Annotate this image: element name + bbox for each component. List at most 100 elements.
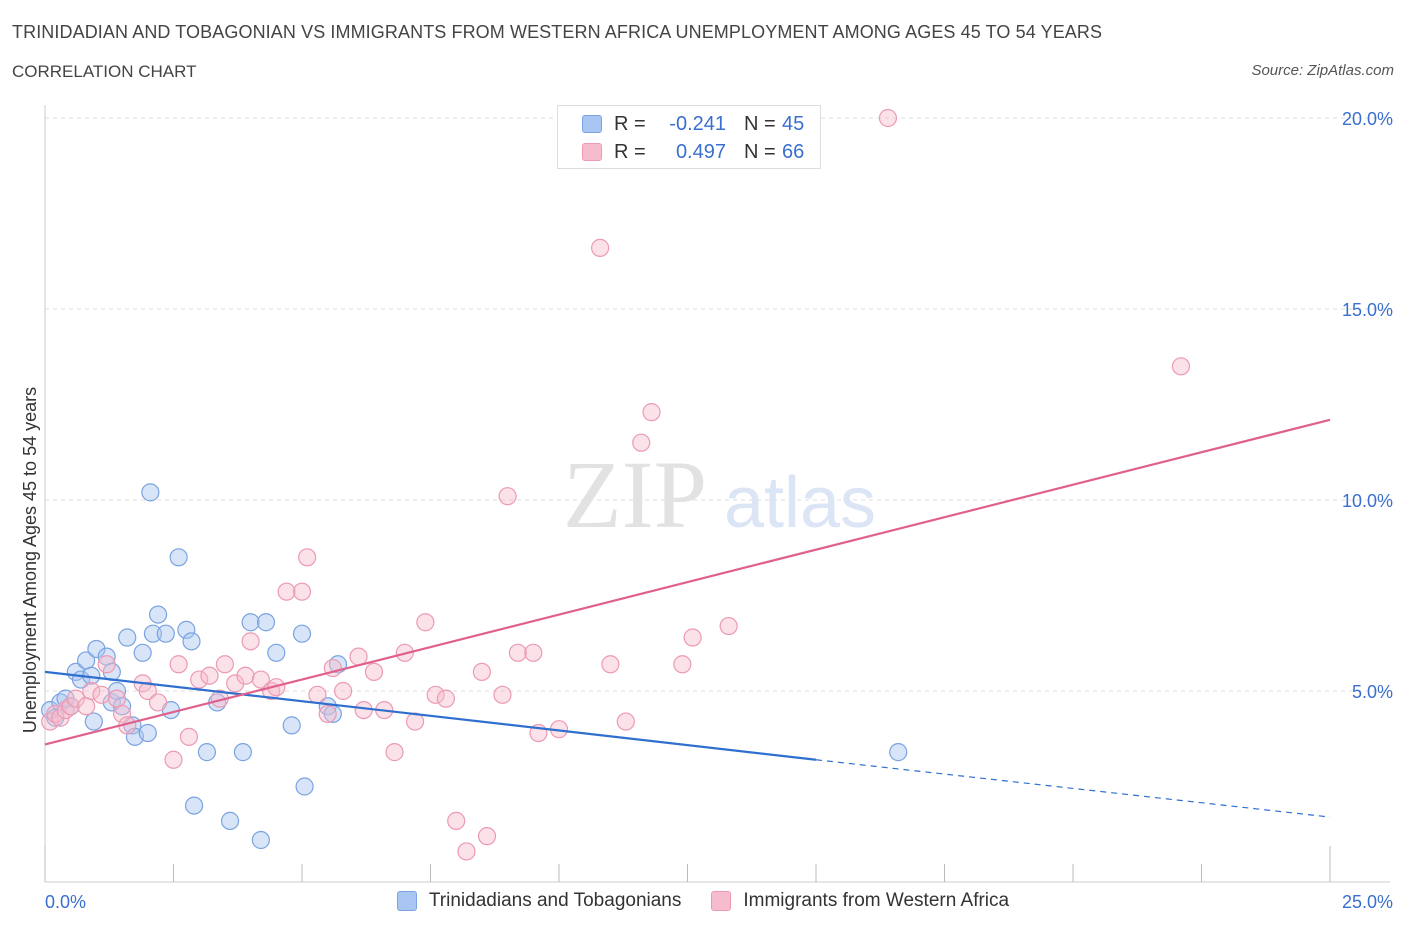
data-point-western-africa <box>601 655 620 674</box>
y-axis-title: Unemployment Among Ages 45 to 54 years <box>20 387 40 733</box>
data-point-trinidadian <box>889 743 908 762</box>
data-point-western-africa <box>524 643 543 662</box>
data-point-western-africa <box>472 662 491 682</box>
x-tick-label: 0.0% <box>45 892 86 912</box>
data-point-trinidadian <box>241 613 260 632</box>
y-tick-label: 15.0% <box>1342 300 1393 320</box>
x-tick-label: 25.0% <box>1342 892 1393 912</box>
data-point-western-africa <box>318 704 337 724</box>
data-point-trinidadian <box>148 605 168 624</box>
data-point-trinidadian <box>295 777 314 796</box>
data-point-western-africa <box>632 433 651 452</box>
data-point-trinidadian <box>169 548 188 567</box>
data-point-trinidadian <box>233 743 252 762</box>
data-point-trinidadian <box>138 723 157 743</box>
data-point-western-africa <box>349 647 368 666</box>
data-point-western-africa <box>508 643 527 662</box>
data-point-trinidadian <box>84 712 103 731</box>
trendline-trinidadian-projection <box>815 759 1331 818</box>
data-point-western-africa <box>148 693 168 712</box>
data-point-western-africa <box>298 548 317 567</box>
data-point-western-africa <box>719 616 738 636</box>
data-point-trinidadian <box>141 483 160 502</box>
legend-n-value: 45 <box>782 112 805 135</box>
data-point-trinidadian <box>292 624 312 643</box>
trendlines <box>44 418 1331 818</box>
data-point-western-africa <box>498 487 517 506</box>
legend-n-label: N = <box>744 140 776 163</box>
data-point-western-africa <box>364 662 384 682</box>
data-point-trinidadian <box>220 811 240 830</box>
legend-r-value: -0.241 <box>669 112 726 135</box>
legend-row-series1: R = -0.241 N = 45 <box>582 112 804 136</box>
data-point-trinidadian <box>267 643 286 662</box>
data-point-western-africa <box>493 685 512 704</box>
data-point-western-africa <box>200 666 219 685</box>
data-point-trinidadian <box>156 624 175 643</box>
legend-row-series2: R = 0.497 N = 66 <box>582 140 804 164</box>
axes <box>44 105 1390 883</box>
legend-r-label: R = <box>614 112 646 135</box>
data-point-western-africa <box>241 632 260 651</box>
data-point-western-africa <box>277 582 296 601</box>
data-point-western-africa <box>226 674 245 693</box>
legend-item-trinidadians[interactable]: Trinidadians and Tobagonians <box>396 890 681 912</box>
data-point-trinidadian <box>87 639 106 659</box>
data-point-western-africa <box>616 712 635 731</box>
stats-legend: R = -0.241 N = 45 R = 0.497 N = 66 <box>557 105 821 169</box>
data-point-western-africa <box>591 238 610 257</box>
data-point-trinidadian <box>184 796 204 815</box>
data-point-trinidadian <box>256 613 276 632</box>
data-point-western-africa <box>112 704 132 724</box>
data-point-western-africa <box>107 689 127 708</box>
data-point-trinidadian <box>133 643 152 662</box>
data-point-trinidadian <box>143 624 163 643</box>
data-point-trinidadian <box>197 743 217 762</box>
data-point-western-africa <box>673 655 692 674</box>
data-point-western-africa <box>97 655 116 674</box>
data-point-western-africa <box>292 582 312 601</box>
data-point-western-africa <box>215 655 234 674</box>
data-point-western-africa <box>447 811 466 830</box>
watermark-zip: ZIP <box>563 441 707 548</box>
data-point-western-africa <box>683 628 702 647</box>
watermark-atlas: atlas <box>724 463 876 543</box>
data-point-trinidadian <box>177 620 196 639</box>
data-point-western-africa <box>642 403 661 422</box>
data-point-western-africa <box>77 697 96 716</box>
chart-title: TRINIDADIAN AND TOBAGONIAN VS IMMIGRANTS… <box>12 22 1103 42</box>
trendline-western-africa <box>44 418 1331 746</box>
source-label: Source: ZipAtlas.com <box>1251 62 1394 79</box>
axis-labels: 5.0% 10.0% 15.0% 20.0% 0.0% 25.0% Unemployment… <box>20 109 1393 912</box>
data-point-western-africa <box>92 685 111 704</box>
data-point-western-africa <box>190 670 209 689</box>
y-tick-label: 5.0% <box>1352 682 1393 702</box>
legend-r-label: R = <box>614 140 646 163</box>
legend-swatch-pink <box>582 143 602 161</box>
legend-item-western-africa[interactable]: Immigrants from Western Africa <box>711 890 1009 912</box>
data-point-western-africa <box>385 743 404 762</box>
points-layer <box>41 108 1191 861</box>
data-point-western-africa <box>164 750 183 769</box>
data-point-western-africa <box>82 681 101 701</box>
y-tick-label: 10.0% <box>1342 491 1393 511</box>
gridlines <box>45 117 1390 692</box>
data-point-western-africa <box>354 700 373 720</box>
data-point-western-africa <box>169 655 188 674</box>
data-point-western-africa <box>138 681 157 701</box>
y-tick-label: 20.0% <box>1342 109 1393 129</box>
data-point-western-africa <box>334 681 353 701</box>
legend-label: Immigrants from Western Africa <box>743 890 1010 911</box>
data-point-western-africa <box>426 685 445 704</box>
data-point-western-africa <box>477 827 497 846</box>
data-point-trinidadian <box>118 628 137 647</box>
data-point-trinidadian <box>182 632 201 651</box>
data-point-trinidadian <box>251 830 270 850</box>
data-point-western-africa <box>878 108 898 128</box>
legend-r-value: 0.497 <box>675 140 726 163</box>
chart-subtitle: CORRELATION CHART <box>12 62 197 81</box>
data-point-trinidadian <box>282 716 301 735</box>
legend-n-label: N = <box>744 112 776 135</box>
series-legend: Trinidadians and Tobagonians Immigrants … <box>0 890 1406 912</box>
legend-n-value: 66 <box>782 140 805 163</box>
